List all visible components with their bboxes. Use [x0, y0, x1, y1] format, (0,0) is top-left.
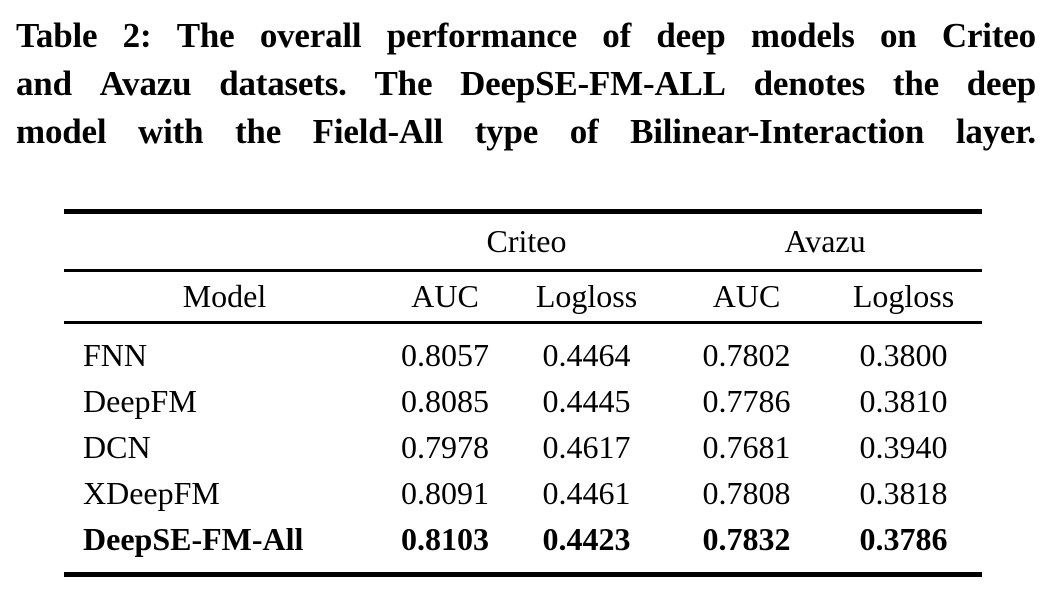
group-header-criteo: Criteo	[385, 211, 669, 272]
metric-cell: 0.4445	[542, 382, 631, 419]
caption-word: the	[892, 64, 939, 103]
metric-cell: 0.7802	[702, 336, 791, 373]
model-cell: DeepSE-FM-All	[83, 520, 304, 557]
metric-cell: 0.3818	[859, 474, 948, 511]
caption-word: of	[602, 16, 632, 55]
caption-word: deep	[656, 16, 726, 55]
caption-word: performance	[386, 16, 577, 55]
metric-cell: 0.3940	[859, 428, 948, 465]
table-row: DCN 0.7978 0.4617 0.7681 0.3940	[64, 424, 982, 470]
table-caption: Table 2: The overall performance of deep models…	[16, 16, 1036, 160]
column-header-logloss-avazu: Logloss	[825, 270, 983, 324]
caption-word: on	[880, 16, 917, 55]
caption-word: 2:	[122, 16, 152, 55]
table-row: FNN 0.8057 0.4464 0.7802 0.3800	[64, 323, 982, 379]
table-row: XDeepFM 0.8091 0.4461 0.7808 0.3818	[64, 470, 982, 516]
caption-word: The	[176, 16, 235, 55]
caption-word: Field-All	[312, 112, 444, 151]
column-header-row: Model AUC Logloss AUC Logloss	[64, 270, 983, 324]
metric-cell: 0.7681	[702, 428, 791, 465]
metric-cell: 0.3800	[859, 336, 948, 373]
column-header-logloss-criteo: Logloss	[505, 270, 669, 324]
model-cell: DeepFM	[83, 382, 197, 419]
table-row: DeepFM 0.8085 0.4445 0.7786 0.3810	[64, 378, 982, 424]
column-header-model: Model	[64, 270, 385, 324]
caption-word: the	[234, 112, 282, 151]
caption-word: and	[16, 64, 72, 103]
model-cell: XDeepFM	[83, 474, 220, 511]
metric-cell: 0.4423	[542, 520, 631, 557]
caption-word: deep	[966, 64, 1036, 103]
caption-line-2: and Avazu datasets. The DeepSE-FM-ALL denotes…	[16, 64, 1036, 112]
dataset-group-row: Criteo Avazu	[64, 211, 983, 272]
caption-word: Avazu	[99, 64, 192, 103]
metric-cell: 0.3810	[859, 382, 948, 419]
caption-word: with	[138, 112, 204, 151]
table-row: DeepSE-FM-All 0.8103 0.4423 0.7832 0.3786	[64, 516, 982, 575]
metric-cell: 0.4464	[542, 336, 631, 373]
metric-cell: 0.4461	[542, 474, 631, 511]
caption-word: model	[16, 112, 107, 151]
metric-cell: 0.7786	[702, 382, 791, 419]
caption-word: The	[374, 64, 433, 103]
caption-word: Table	[16, 16, 98, 55]
group-header-avazu: Avazu	[668, 211, 983, 272]
caption-word: datasets.	[219, 64, 347, 103]
caption-word: type	[474, 112, 539, 151]
results-table-body: FNN 0.8057 0.4464 0.7802 0.3800 DeepFM 0.8085 0…	[64, 323, 982, 575]
metric-cell: 0.4617	[542, 428, 631, 465]
results-table-wrap: Criteo Avazu Model AUC Logloss AUC Loglo…	[64, 209, 983, 577]
metric-cell: 0.7978	[401, 428, 489, 465]
results-table: Criteo Avazu Model AUC Logloss AUC Loglo…	[64, 209, 983, 577]
model-cell: DCN	[83, 428, 151, 465]
caption-word: of	[569, 112, 599, 151]
caption-word: models	[750, 16, 855, 55]
metric-cell: 0.7808	[702, 474, 791, 511]
caption-line-1: Table 2: The overall performance of deep models…	[16, 16, 1036, 64]
metric-cell: 0.8085	[401, 382, 489, 419]
caption-word: layer.	[955, 112, 1036, 151]
metric-cell: 0.8103	[401, 520, 489, 557]
caption-word: Criteo	[941, 16, 1036, 55]
metric-cell: 0.8057	[401, 336, 489, 373]
model-cell: FNN	[83, 336, 148, 373]
caption-word: denotes	[753, 64, 866, 103]
column-header-auc-criteo: AUC	[385, 270, 505, 324]
column-header-auc-avazu: AUC	[668, 270, 826, 324]
metric-cell: 0.8091	[401, 474, 489, 511]
caption-word: overall	[259, 16, 362, 55]
caption-line-3: model with the Field-All type of Bilinear-Inte…	[16, 112, 1036, 160]
metric-cell: 0.3786	[859, 520, 948, 557]
metric-cell: 0.7832	[702, 520, 791, 557]
group-header-empty	[64, 211, 385, 272]
caption-word: DeepSE-FM-ALL	[460, 64, 726, 103]
caption-word: Bilinear-Interaction	[630, 112, 925, 151]
